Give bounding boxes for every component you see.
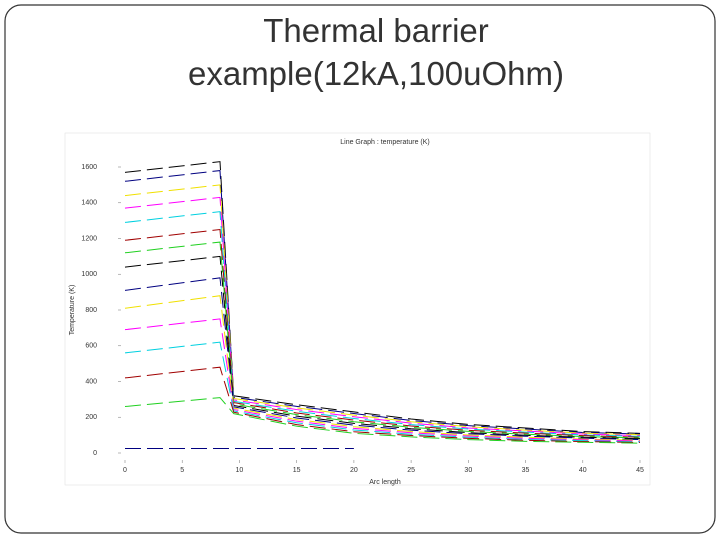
series-line	[124, 229, 641, 438]
x-axis-label: Arc length	[369, 479, 401, 486]
x-tick-label: 5	[180, 467, 184, 474]
y-tick-label: 1600	[81, 164, 97, 171]
y-tick-label: 1200	[81, 235, 97, 242]
x-tick-label: 30	[464, 467, 472, 474]
y-tick-label: 600	[85, 343, 97, 350]
series-line	[124, 397, 641, 444]
y-tick-label: 1000	[81, 271, 97, 278]
x-tick-label: 0	[123, 467, 127, 474]
x-tick-label: 40	[579, 467, 587, 474]
y-tick-label: 400	[85, 378, 97, 385]
y-tick-label: 200	[85, 414, 97, 421]
series-line	[124, 277, 641, 441]
y-tick-label: 0	[93, 450, 97, 457]
slide-title: Thermal barrier	[263, 12, 489, 49]
y-tick-label: 800	[85, 307, 97, 314]
series-line	[124, 211, 641, 437]
y-tick-label: 1400	[81, 200, 97, 207]
x-tick-label: 45	[636, 467, 644, 474]
x-tick-label: 15	[293, 467, 301, 474]
series-line	[124, 170, 641, 435]
series-line	[124, 366, 641, 443]
slide-title: example(12kA,100uOhm)	[188, 55, 564, 92]
x-tick-label: 10	[236, 467, 244, 474]
x-tick-label: 25	[407, 467, 415, 474]
series-line	[124, 341, 641, 443]
series-line	[124, 318, 641, 442]
y-axis-label: Temperature (K)	[69, 285, 76, 336]
series-line	[124, 241, 641, 439]
x-tick-label: 35	[522, 467, 530, 474]
x-tick-label: 20	[350, 467, 358, 474]
series-line	[124, 196, 641, 437]
series-line	[124, 295, 641, 441]
chart-title: Line Graph : temperature (K)	[340, 139, 430, 146]
